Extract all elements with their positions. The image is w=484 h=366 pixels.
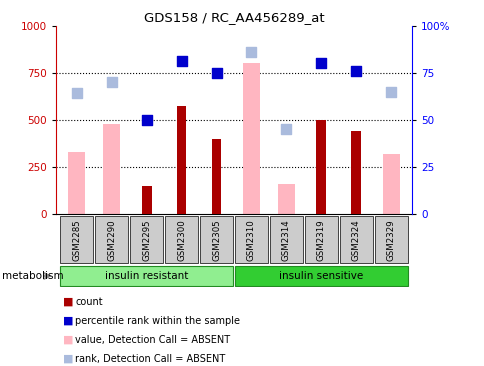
Bar	[68, 152, 85, 214]
Bar	[351, 131, 361, 214]
Text: insulin resistant: insulin resistant	[105, 271, 188, 281]
Point	[317, 60, 325, 66]
Text: value, Detection Call = ABSENT: value, Detection Call = ABSENT	[75, 335, 230, 345]
Point	[387, 89, 394, 94]
FancyBboxPatch shape	[60, 265, 232, 287]
Text: GSM2314: GSM2314	[281, 219, 290, 261]
Bar	[103, 124, 120, 214]
Text: GSM2290: GSM2290	[107, 219, 116, 261]
Text: GSM2329: GSM2329	[386, 219, 395, 261]
Text: GSM2310: GSM2310	[246, 219, 256, 261]
FancyBboxPatch shape	[235, 265, 407, 287]
FancyBboxPatch shape	[130, 216, 163, 263]
Point	[142, 117, 150, 123]
Text: ■: ■	[63, 316, 74, 326]
Text: count: count	[75, 297, 103, 307]
Text: GSM2324: GSM2324	[351, 219, 360, 261]
Text: metabolism: metabolism	[2, 271, 64, 281]
Text: insulin sensitive: insulin sensitive	[279, 271, 363, 281]
Text: ■: ■	[63, 335, 74, 345]
Point	[352, 68, 360, 74]
FancyBboxPatch shape	[200, 216, 232, 263]
Bar	[382, 154, 399, 214]
Text: GSM2300: GSM2300	[177, 219, 186, 261]
Text: GSM2305: GSM2305	[212, 219, 221, 261]
Text: ■: ■	[63, 297, 74, 307]
Point	[177, 59, 185, 64]
Point	[107, 79, 115, 85]
Bar	[211, 139, 221, 214]
Text: GSM2295: GSM2295	[142, 219, 151, 261]
Point	[247, 49, 255, 55]
FancyBboxPatch shape	[374, 216, 407, 263]
FancyBboxPatch shape	[235, 216, 267, 263]
Title: GDS158 / RC_AA456289_at: GDS158 / RC_AA456289_at	[143, 11, 324, 25]
Bar	[141, 186, 151, 214]
Point	[73, 90, 80, 96]
FancyBboxPatch shape	[304, 216, 337, 263]
Bar	[277, 184, 295, 214]
Point	[282, 126, 290, 132]
FancyBboxPatch shape	[270, 216, 302, 263]
Text: ■: ■	[63, 354, 74, 364]
FancyBboxPatch shape	[165, 216, 197, 263]
FancyBboxPatch shape	[339, 216, 372, 263]
Point	[212, 70, 220, 76]
FancyBboxPatch shape	[60, 216, 93, 263]
FancyBboxPatch shape	[95, 216, 128, 263]
Bar	[176, 106, 186, 214]
Bar	[242, 63, 260, 214]
Text: rank, Detection Call = ABSENT: rank, Detection Call = ABSENT	[75, 354, 225, 364]
Bar	[316, 120, 326, 214]
Text: GSM2285: GSM2285	[72, 219, 81, 261]
Text: GSM2319: GSM2319	[316, 219, 325, 261]
Text: percentile rank within the sample: percentile rank within the sample	[75, 316, 240, 326]
